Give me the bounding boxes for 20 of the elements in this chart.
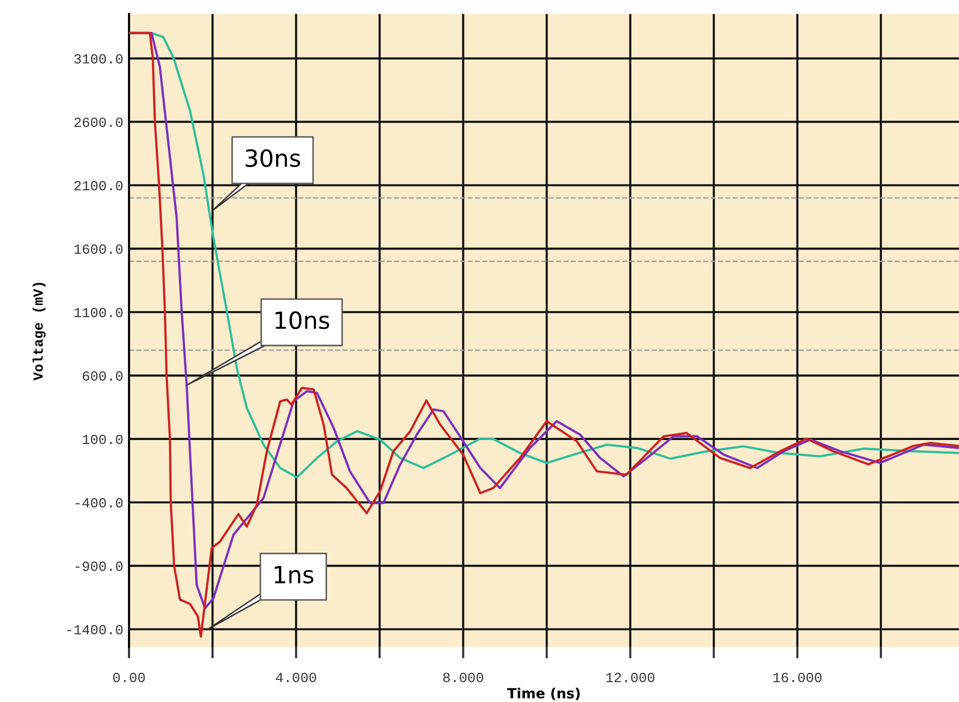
x-tick-label: 4.000 bbox=[276, 672, 316, 682]
y-tick-label: 1600.0 bbox=[74, 244, 123, 254]
annotation: 30ns bbox=[246, 149, 300, 168]
y-tick-label: 2600.0 bbox=[74, 118, 123, 127]
y-tick-label: 600.0 bbox=[82, 371, 123, 381]
y-tick-label: 100.0 bbox=[82, 434, 123, 444]
y-tick-label: -400.0 bbox=[76, 498, 123, 508]
x-tick-label: 0.00 bbox=[113, 672, 145, 682]
y-tick-label: 1100.0 bbox=[74, 308, 123, 318]
x-axis-title: Time (ns) bbox=[507, 688, 580, 700]
y-tick-label: -900.0 bbox=[76, 562, 123, 571]
annotation: 1ns bbox=[274, 566, 314, 584]
y-tick-label: -1400.0 bbox=[67, 624, 123, 634]
x-tick-label: 12.000 bbox=[606, 672, 654, 682]
y-axis-title: Voltage (mV) bbox=[32, 282, 46, 380]
y-tick-label: 2100.0 bbox=[74, 180, 123, 190]
x-tick-label: 8.000 bbox=[443, 672, 484, 682]
annotation: 10ns bbox=[276, 311, 330, 330]
y-tick-label: 3100.0 bbox=[74, 54, 123, 64]
x-tick-label: 16.000 bbox=[773, 672, 822, 682]
